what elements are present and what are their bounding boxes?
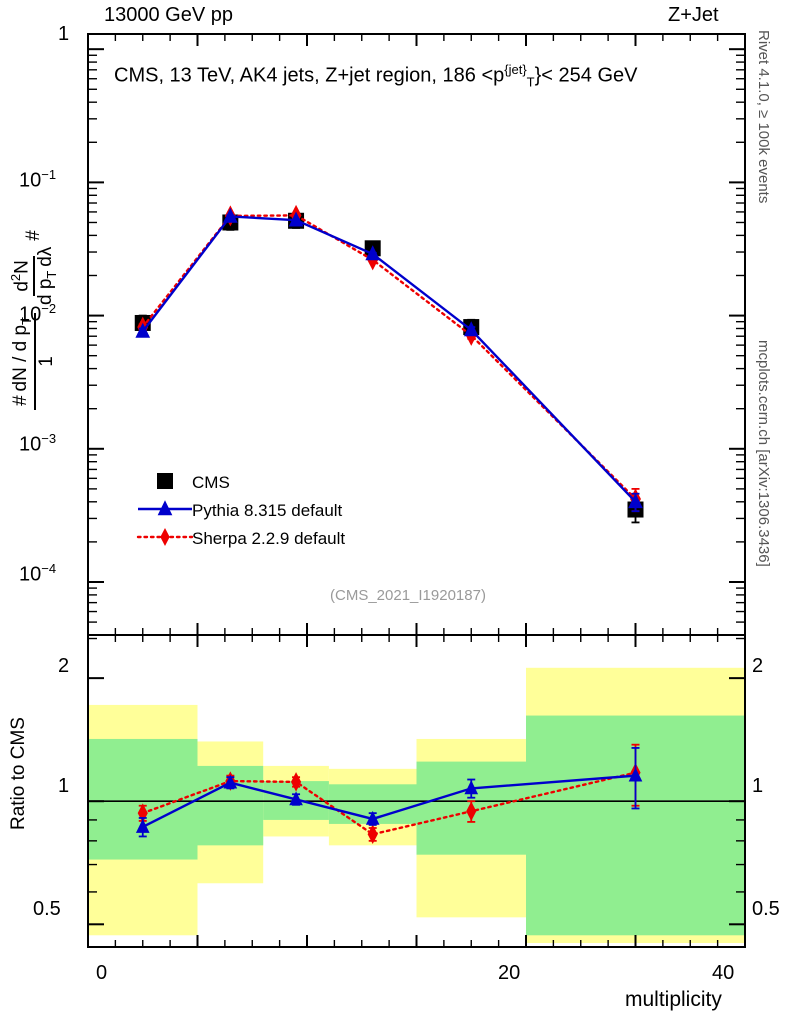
header-right: Z+Jet — [668, 4, 719, 26]
legend-marker-pythia — [157, 500, 173, 516]
main-annotation: CMS, 13 TeV, AK4 jets, Z+jet region, 186… — [114, 62, 638, 90]
data-point-triangle — [628, 493, 643, 509]
ytick-1e-4: 10−4 — [19, 561, 57, 586]
ratio-ytick-2-right: 2 — [752, 655, 764, 677]
x-axis-label: multiplicity — [625, 988, 722, 1011]
data-point-triangle — [365, 245, 381, 261]
series-line — [142, 774, 636, 829]
legend-marker-cms — [157, 473, 173, 489]
ratio-panel-series — [135, 743, 643, 845]
ytick-1e-1: 10−1 — [19, 167, 57, 192]
header-left: 13000 GeV pp — [104, 4, 233, 26]
data-point-triangle — [135, 818, 150, 833]
ratio-ytick-1-right: 1 — [752, 775, 764, 797]
data-point-triangle — [464, 780, 479, 795]
watermark: (CMS_2021_I1920187) — [330, 587, 486, 604]
ytick-1e-2: 10−2 — [19, 301, 57, 326]
legend-label-sherpa: Sherpa 2.2.9 default — [192, 529, 346, 548]
main-panel-frame — [87, 33, 746, 636]
ratio-ytick-05-right: 0.5 — [752, 898, 780, 920]
main-annotation-pre: CMS, 13 TeV, AK4 jets, Z+jet region, 186… — [114, 64, 505, 87]
ytick-1: 1 — [58, 23, 70, 45]
data-point-triangle — [223, 207, 238, 223]
legend-label-pythia: Pythia 8.315 default — [192, 501, 343, 520]
series-line — [141, 215, 637, 503]
xtick-0: 0 — [96, 962, 108, 984]
legend-markers — [136, 473, 194, 546]
main-annotation-sub: T — [526, 74, 535, 90]
data-point-diamond — [367, 824, 378, 845]
series-line — [141, 771, 637, 836]
main-annotation-post: }< 254 GeV — [534, 64, 638, 87]
data-point-triangle — [288, 211, 304, 227]
data-point-diamond — [290, 772, 302, 792]
main-annotation-sup: {jet} — [504, 62, 527, 77]
ratio-ytick-2-left: 2 — [58, 655, 70, 677]
data-point-triangle — [223, 774, 238, 789]
xtick-40: 40 — [712, 962, 735, 984]
data-point-triangle — [463, 321, 479, 337]
xtick-20: 20 — [498, 962, 521, 984]
data-point-triangle — [628, 767, 643, 782]
data-point-diamond — [466, 801, 477, 822]
series-line — [141, 214, 637, 501]
legend-label-cms: CMS — [192, 473, 230, 492]
data-point-triangle — [135, 322, 151, 338]
ratio-ytick-05-left: 0.5 — [33, 898, 61, 920]
data-point-triangle — [289, 791, 303, 806]
ratio-ytick-1-left: 1 — [58, 775, 70, 797]
legend-marker-sherpa — [160, 528, 170, 546]
data-point-triangle — [365, 810, 380, 825]
axis-ticks — [87, 34, 746, 947]
ytick-1e-3: 10−3 — [19, 431, 57, 456]
main-panel-series — [134, 204, 644, 524]
